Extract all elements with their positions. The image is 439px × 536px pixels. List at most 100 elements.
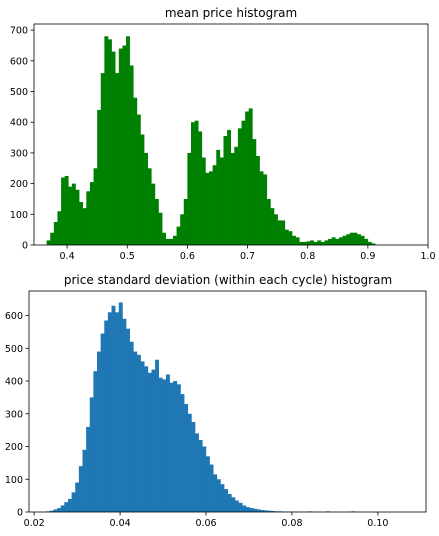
mean-price-bar xyxy=(227,129,231,245)
mean-price-bar xyxy=(75,189,80,245)
mean-price-bar xyxy=(245,111,250,246)
price-std-x-tick-label: 0.10 xyxy=(367,518,388,529)
mean-price-bar xyxy=(162,232,167,245)
price-std-bar xyxy=(78,466,83,512)
mean-price-bar xyxy=(209,171,213,245)
price-std-bar xyxy=(140,361,145,512)
price-std-bar xyxy=(158,377,163,512)
price-std-bar xyxy=(162,379,167,512)
price-std-bar xyxy=(249,508,254,512)
price-std-bar xyxy=(93,371,98,512)
mean-price-bar xyxy=(183,198,188,245)
price-std-y-tick-label: 500 xyxy=(5,344,23,355)
mean-price-x-tick-label: 0.6 xyxy=(180,251,195,262)
mean-price-bar xyxy=(277,220,282,245)
mean-price-axes-frame xyxy=(33,23,429,246)
mean-price-bar xyxy=(198,131,203,245)
price-std-bar xyxy=(216,479,221,512)
price-std-histogram-panel: price standard deviation (within each cy… xyxy=(5,273,427,529)
price-std-bar xyxy=(169,382,174,512)
mean-price-x-tick-label: 0.5 xyxy=(120,251,135,262)
mean-price-bar xyxy=(158,212,163,245)
price-std-bar xyxy=(220,484,225,512)
price-std-chart-title: price standard deviation (within each cy… xyxy=(64,273,392,287)
price-std-bar xyxy=(176,384,181,512)
mean-price-y-tick-label: 0 xyxy=(22,241,28,252)
mean-price-bar xyxy=(93,168,98,245)
price-std-bar xyxy=(111,305,116,512)
mean-price-bar xyxy=(111,51,116,245)
mean-price-bar xyxy=(252,139,257,245)
mean-price-y-tick-label: 600 xyxy=(10,56,28,67)
mean-price-x-tick-label: 0.7 xyxy=(240,251,255,262)
mean-price-bar xyxy=(126,36,130,246)
price-std-bar xyxy=(165,374,170,512)
price-std-bar xyxy=(53,509,58,512)
price-std-bar xyxy=(264,510,268,512)
price-std-bar xyxy=(245,507,250,512)
mean-price-bar xyxy=(216,149,221,245)
price-std-y-axis: 0 100 200 300 400 500 600 xyxy=(5,311,29,519)
price-std-bar xyxy=(75,482,80,512)
mean-price-x-tick-label: 0.4 xyxy=(60,251,75,262)
mean-price-bar xyxy=(144,152,148,245)
mean-price-bar xyxy=(165,238,170,245)
mean-price-y-tick-label: 200 xyxy=(10,179,28,190)
mean-price-y-tick-label: 300 xyxy=(10,148,28,159)
mean-price-bar xyxy=(169,238,174,245)
mean-price-bar xyxy=(53,221,58,245)
mean-price-bars xyxy=(46,36,376,246)
mean-price-bar xyxy=(331,237,336,245)
price-std-bar xyxy=(64,502,69,512)
price-std-bar xyxy=(115,312,120,512)
mean-price-bar xyxy=(295,237,300,245)
mean-price-bar xyxy=(68,186,73,245)
mean-price-bar xyxy=(266,198,271,245)
price-std-bar xyxy=(209,464,214,512)
mean-price-histogram-panel: mean price histogram 0.4 0.5 0.6 0.7 0.8 0.9 1… xyxy=(10,6,436,262)
price-std-bar xyxy=(184,403,189,512)
mean-price-bar xyxy=(129,65,134,245)
price-std-x-tick-label: 0.06 xyxy=(195,518,216,529)
price-std-bar xyxy=(195,433,199,512)
price-std-bar xyxy=(242,505,247,512)
mean-price-y-tick-label: 500 xyxy=(10,87,28,98)
mean-price-bar xyxy=(360,235,365,245)
price-std-axes-frame xyxy=(28,290,427,513)
price-std-y-tick-label: 0 xyxy=(17,508,23,519)
price-std-bar xyxy=(155,359,160,512)
price-std-bar xyxy=(86,426,91,512)
mean-price-bar xyxy=(248,108,253,245)
mean-price-bar xyxy=(292,235,296,245)
mean-price-bar xyxy=(79,202,84,245)
price-std-bar xyxy=(213,474,218,512)
mean-price-bar xyxy=(136,114,141,245)
mean-price-bar xyxy=(353,232,358,245)
mean-price-bar xyxy=(313,241,318,245)
price-std-bar xyxy=(133,351,138,512)
mean-price-bar xyxy=(46,240,51,245)
mean-price-bar xyxy=(172,235,177,245)
price-std-bar xyxy=(122,318,127,512)
mean-price-bar xyxy=(338,237,343,245)
mean-price-bar xyxy=(317,240,322,245)
mean-price-bar xyxy=(201,157,206,245)
mean-price-bar xyxy=(154,198,159,245)
mean-price-bar xyxy=(241,120,246,245)
mean-price-bar xyxy=(288,231,293,245)
mean-price-bar xyxy=(205,172,210,245)
price-std-bar xyxy=(151,369,156,512)
mean-price-bar xyxy=(310,240,315,245)
mean-price-bar xyxy=(270,208,275,245)
price-std-bar xyxy=(180,394,185,512)
mean-price-bar xyxy=(71,183,76,245)
mean-price-bar xyxy=(187,152,192,245)
price-std-bar xyxy=(57,508,62,512)
mean-price-x-axis: 0.4 0.5 0.6 0.7 0.8 0.9 1.0 xyxy=(60,245,436,262)
price-std-bar xyxy=(191,421,196,512)
mean-price-bar xyxy=(61,177,65,245)
mean-price-bar xyxy=(86,191,91,245)
mean-price-bar xyxy=(357,234,361,245)
price-std-y-tick-label: 300 xyxy=(5,409,23,420)
price-std-bar xyxy=(82,449,87,512)
